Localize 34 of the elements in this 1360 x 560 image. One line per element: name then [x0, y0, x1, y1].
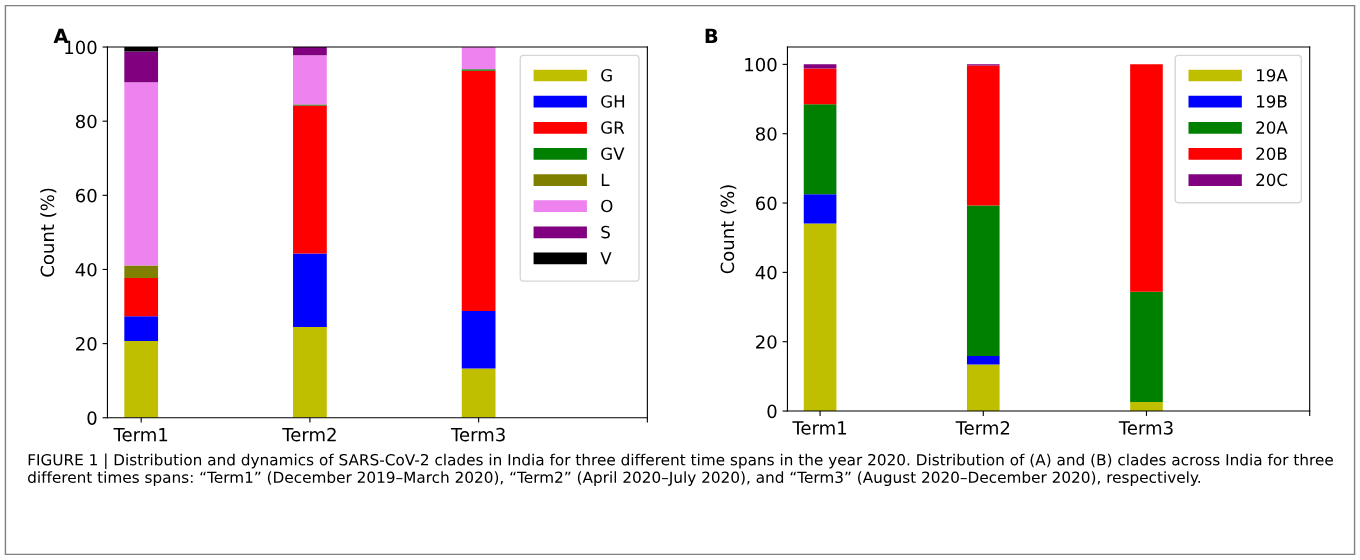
x-tick-label: Term1	[792, 421, 847, 435]
caption: FIGURE 1 | Distribution and dynamics of SARS-CoV-2 clades in India for three different time spans in the year 2020. Distribution of (A) and (B) clades across India for three different times spans: “Term1” (December 2019–March 2020), “Term2” (April 2020–July 2020), and “Term3” (August 2020–December 2020), respectively.	[28, 453, 1333, 486]
y-tick-label: 20	[756, 335, 777, 349]
legend-label: 19B	[1257, 95, 1287, 108]
text: B	[705, 28, 718, 43]
y-tick-label: 0	[87, 411, 97, 425]
y-tick-label: 20	[76, 337, 97, 351]
x-tick-label: Term2	[282, 427, 336, 442]
legend-label: V	[600, 252, 612, 265]
x-tick-label: Term3	[1118, 421, 1173, 435]
y-tick-label: 40	[755, 265, 777, 280]
legend-label: S	[601, 225, 610, 239]
x-tick-label: Term3	[450, 427, 505, 442]
y-tick-label: 0	[767, 404, 777, 419]
y-tick-label: 100	[745, 57, 777, 72]
legend-label: GV	[601, 147, 625, 160]
y-tick-label: 60	[756, 196, 777, 211]
x-tick-label: Term2	[955, 421, 1010, 435]
legend-label: 20A	[1256, 121, 1288, 134]
legend-label: 20C	[1256, 173, 1288, 187]
y-tick-label: 80	[75, 114, 97, 129]
y-tick-label: 80	[755, 127, 777, 141]
y-tick-label: 40	[75, 262, 97, 277]
legend-label: GH	[601, 95, 625, 108]
legend-label: L	[601, 173, 610, 186]
legend-label: G	[601, 69, 612, 82]
legend-label: 20B	[1256, 147, 1287, 160]
y-axis-title: Count (%)	[40, 188, 57, 277]
y-tick-label: 60	[76, 188, 97, 203]
y-axis-title: Count (%)	[720, 185, 737, 274]
x-tick-label: Term1	[113, 428, 168, 442]
legend-label: GR	[601, 121, 625, 134]
legend-label: O	[601, 199, 613, 213]
legend-label: 19A	[1257, 69, 1288, 82]
